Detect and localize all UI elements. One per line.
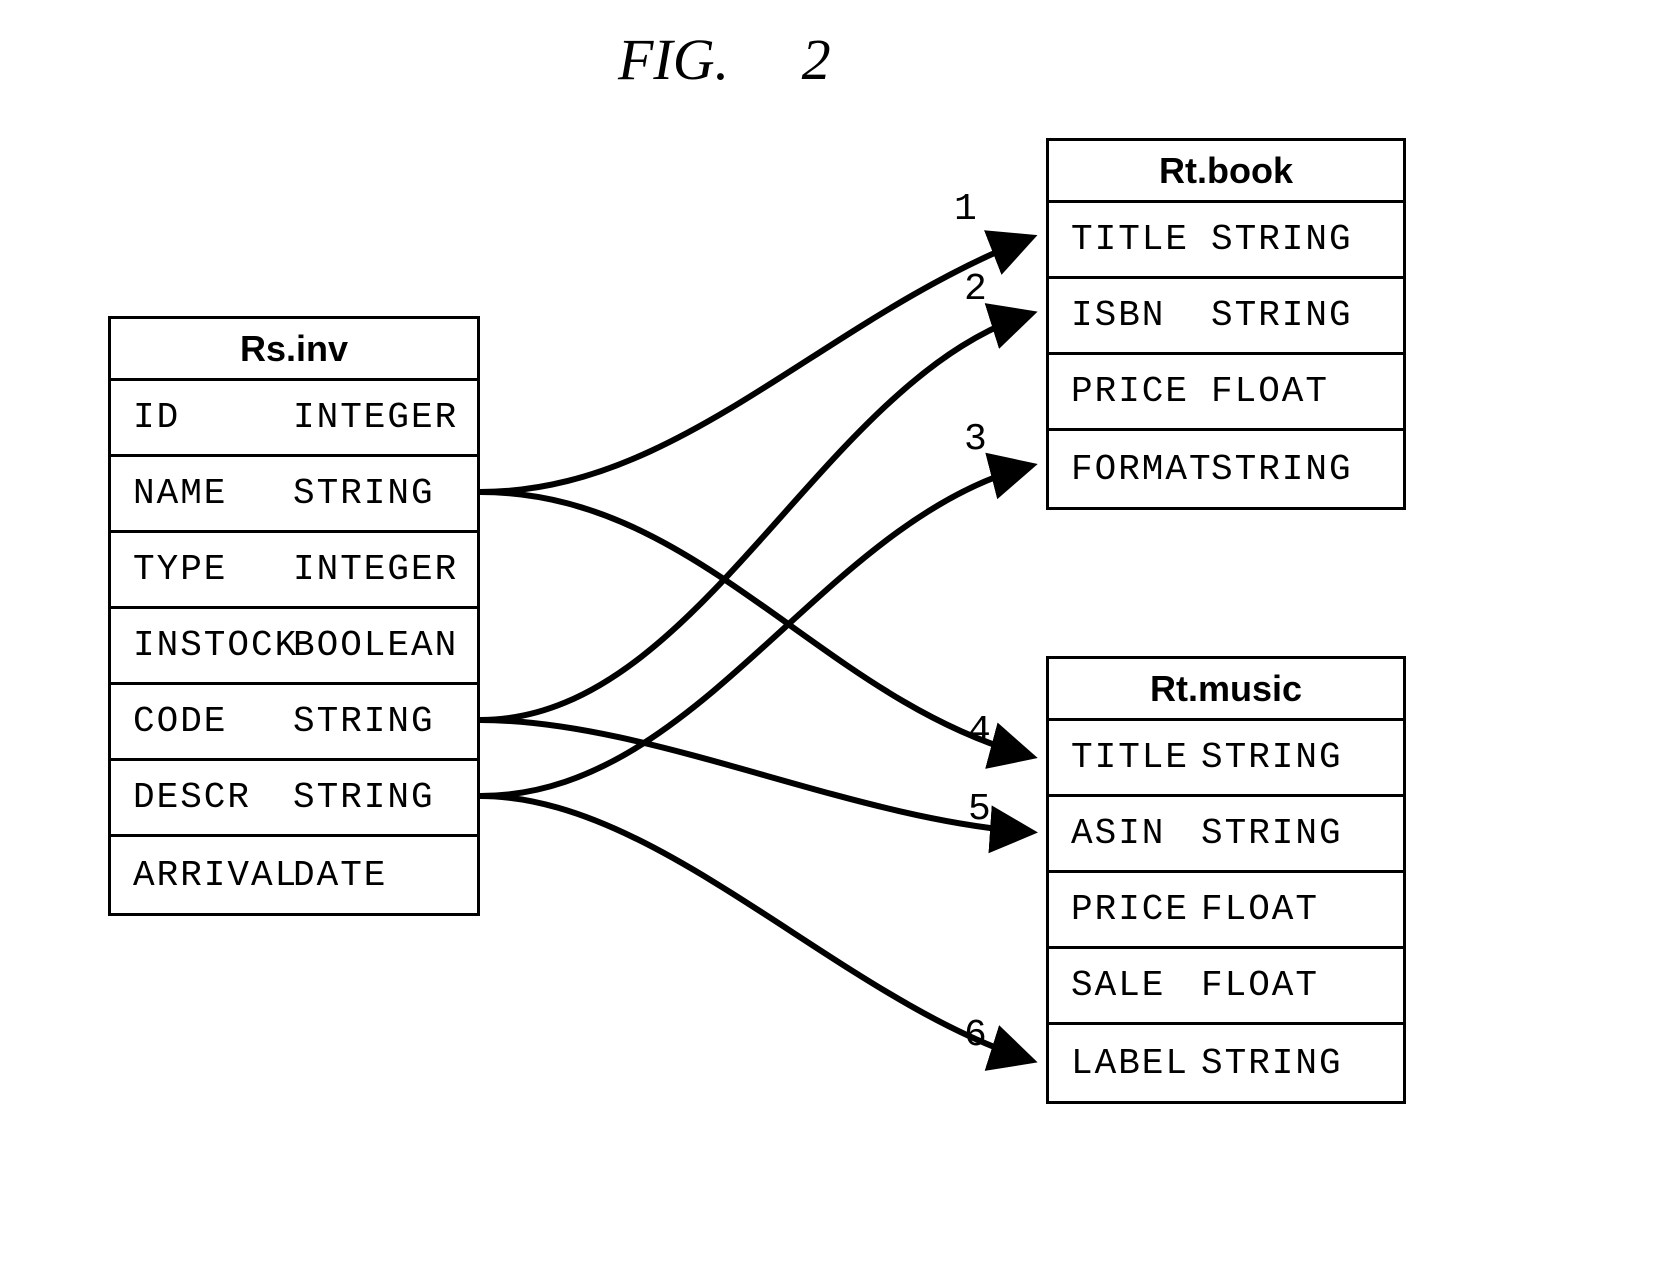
column-name: SALE [1071, 965, 1201, 1006]
schema-row: TYPEINTEGER [111, 533, 477, 609]
column-type: STRING [293, 701, 435, 742]
schema-row: INSTOCKBOOLEAN [111, 609, 477, 685]
column-type: FLOAT [1201, 965, 1319, 1006]
schema-header-rs-inv: Rs.inv [111, 319, 477, 381]
column-type: STRING [1201, 813, 1343, 854]
edge-label-1: 1 [954, 188, 977, 231]
column-name: NAME [133, 473, 293, 514]
schema-row: TITLESTRING [1049, 203, 1403, 279]
mapping-edge-1 [480, 238, 1030, 492]
mapping-edge-5 [480, 720, 1030, 832]
schema-table-rt-music: Rt.musicTITLESTRINGASINSTRINGPRICEFLOATS… [1046, 656, 1406, 1104]
column-type: STRING [1201, 737, 1343, 778]
column-name: DESCR [133, 777, 293, 818]
column-name: PRICE [1071, 889, 1201, 930]
schema-row: TITLESTRING [1049, 721, 1403, 797]
column-name: FORMAT [1071, 449, 1211, 490]
schema-row: FORMATSTRING [1049, 431, 1403, 507]
column-type: INTEGER [293, 549, 458, 590]
schema-row: NAMESTRING [111, 457, 477, 533]
column-name: LABEL [1071, 1043, 1201, 1084]
schema-row: ASINSTRING [1049, 797, 1403, 873]
column-type: STRING [293, 777, 435, 818]
edge-label-5: 5 [968, 788, 991, 831]
schema-row: IDINTEGER [111, 381, 477, 457]
column-type: INTEGER [293, 397, 458, 438]
edge-label-4: 4 [968, 710, 991, 753]
schema-table-rs-inv: Rs.invIDINTEGERNAMESTRINGTYPEINTEGERINST… [108, 316, 480, 916]
column-type: STRING [1211, 449, 1353, 490]
figure-title: FIG. 2 [618, 26, 831, 93]
schema-header-rt-music: Rt.music [1049, 659, 1403, 721]
diagram-canvas: FIG. 2 Rs.invIDINTEGERNAMESTRINGTYPEINTE… [0, 0, 1669, 1283]
column-name: INSTOCK [133, 625, 293, 666]
schema-row: SALEFLOAT [1049, 949, 1403, 1025]
mapping-edge-4 [480, 492, 1030, 756]
column-name: TITLE [1071, 219, 1211, 260]
mapping-edge-2 [480, 314, 1030, 720]
schema-row: ISBNSTRING [1049, 279, 1403, 355]
mapping-edge-6 [480, 796, 1030, 1060]
schema-row: CODESTRING [111, 685, 477, 761]
edge-label-3: 3 [964, 418, 987, 461]
schema-row: LABELSTRING [1049, 1025, 1403, 1101]
schema-row: PRICEFLOAT [1049, 873, 1403, 949]
edge-label-2: 2 [964, 268, 987, 311]
column-name: TITLE [1071, 737, 1201, 778]
column-type: FLOAT [1211, 371, 1329, 412]
column-type: STRING [1211, 295, 1353, 336]
column-type: FLOAT [1201, 889, 1319, 930]
schema-row: DESCRSTRING [111, 761, 477, 837]
column-type: STRING [293, 473, 435, 514]
schema-table-rt-book: Rt.bookTITLESTRINGISBNSTRINGPRICEFLOATFO… [1046, 138, 1406, 510]
column-type: BOOLEAN [293, 625, 458, 666]
column-name: CODE [133, 701, 293, 742]
column-name: ASIN [1071, 813, 1201, 854]
column-name: ID [133, 397, 293, 438]
column-name: TYPE [133, 549, 293, 590]
schema-row: PRICEFLOAT [1049, 355, 1403, 431]
column-type: STRING [1201, 1043, 1343, 1084]
column-name: ISBN [1071, 295, 1211, 336]
column-name: ARRIVAL [133, 855, 293, 896]
schema-header-rt-book: Rt.book [1049, 141, 1403, 203]
edge-label-6: 6 [964, 1014, 987, 1057]
column-type: STRING [1211, 219, 1353, 260]
mapping-edge-3 [480, 466, 1030, 796]
schema-row: ARRIVALDATE [111, 837, 477, 913]
column-type: DATE [293, 855, 387, 896]
column-name: PRICE [1071, 371, 1211, 412]
